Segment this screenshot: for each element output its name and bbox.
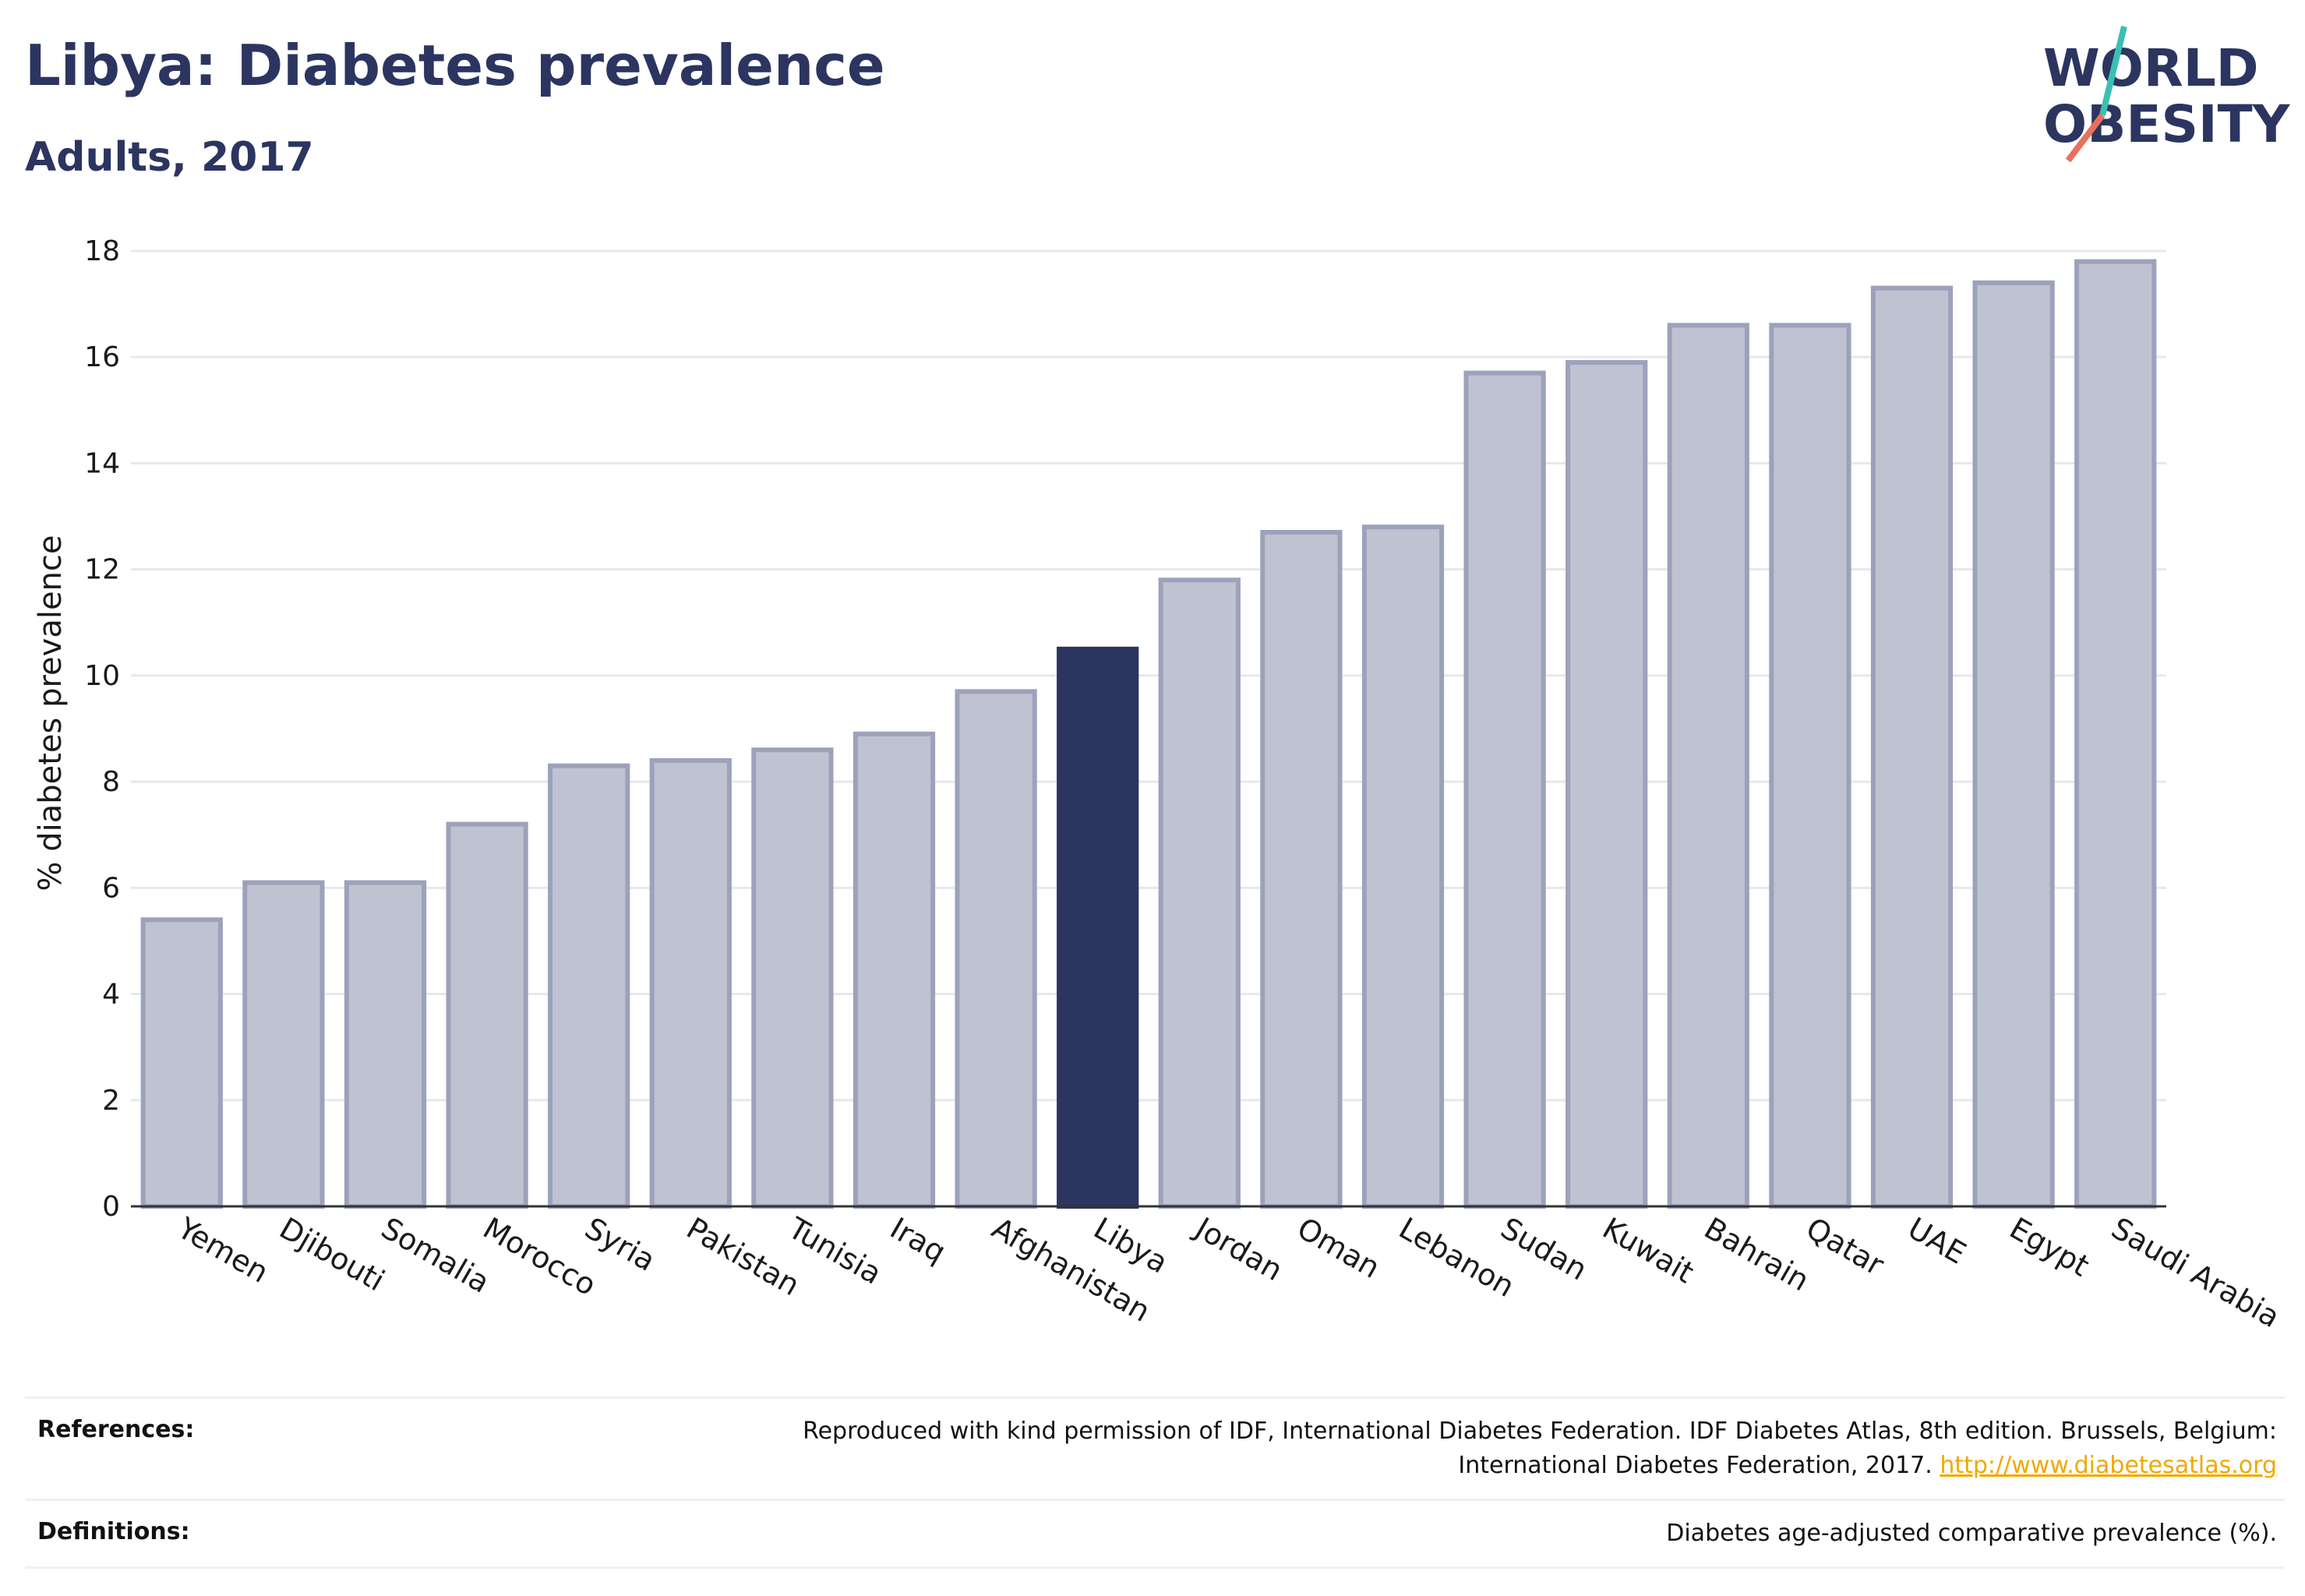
bar-somalia	[344, 880, 427, 1209]
x-tick-label: Saudi Arabia	[2106, 1211, 2286, 1335]
bar-libya	[1057, 646, 1139, 1209]
bar-tunisia	[751, 747, 834, 1209]
definitions-text: Diabetes age-adjusted comparative preval…	[1666, 1520, 2277, 1547]
x-tick-label: Lebanon	[1393, 1211, 1520, 1304]
page-title: Libya: Diabetes prevalence	[25, 33, 885, 98]
x-tick-label: Egypt	[2004, 1211, 2095, 1284]
bar-iraq	[852, 731, 936, 1209]
definitions-row: Definitions: Diabetes age-adjusted compa…	[25, 1499, 2285, 1569]
bar-egypt	[1972, 280, 2055, 1209]
y-tick-label: 18	[84, 235, 120, 267]
bar-pakistan	[649, 757, 732, 1209]
bar-qatar	[1769, 323, 1851, 1209]
bar-oman	[1260, 529, 1343, 1209]
references-row: References: Reproduced with kind permiss…	[25, 1396, 2285, 1499]
references-text-2: International Diabetes Federation, 2017.	[1458, 1452, 1933, 1479]
x-tick-label: Pakistan	[681, 1211, 806, 1303]
bar-lebanon	[1361, 524, 1445, 1209]
x-tick-label: Morocco	[478, 1211, 602, 1303]
gridlines	[131, 249, 2166, 1208]
y-tick-label: 14	[84, 447, 120, 479]
definitions-label: Definitions:	[37, 1518, 190, 1545]
page-subtitle: Adults, 2017	[25, 134, 314, 181]
bar-morocco	[446, 821, 528, 1209]
x-tick-label: Iraq	[884, 1211, 951, 1269]
x-tick-label: Kuwait	[1597, 1211, 1700, 1291]
y-tick-label: 16	[84, 341, 120, 373]
x-tick-label: Yemen	[171, 1210, 274, 1290]
x-tick-label: Qatar	[1800, 1211, 1890, 1283]
bar-yemen	[140, 917, 223, 1209]
bar-saudi-arabia	[2074, 259, 2157, 1209]
x-tick-label: Somalia	[376, 1211, 496, 1300]
y-tick-label: 10	[84, 660, 120, 692]
x-tick-label: Djibouti	[274, 1211, 390, 1298]
logo-line2: OBESITY	[2043, 94, 2291, 154]
bar-djibouti	[242, 880, 325, 1209]
references-link[interactable]: http://www.diabetesatlas.org	[1940, 1452, 2277, 1479]
logo-line1: WORLD	[2043, 38, 2259, 98]
bar-uae	[1870, 285, 1954, 1209]
x-tick-label: UAE	[1902, 1211, 1971, 1271]
bars	[140, 259, 2157, 1209]
y-tick-label: 12	[84, 554, 120, 586]
y-tick-label: 6	[102, 872, 120, 904]
y-tick-label: 2	[102, 1085, 120, 1117]
bar-bahrain	[1667, 323, 1749, 1209]
bar-syria	[548, 763, 630, 1209]
y-axis-title: % diabetes prevalence	[33, 535, 69, 891]
bar-chart: 0 2 4 6 8 10 12 14 16 18 Yemen DjiboutiSomaliaMoro…	[33, 235, 2286, 1335]
bar-jordan	[1158, 577, 1241, 1209]
y-tick-label: 4	[102, 979, 120, 1011]
x-tick-label: Oman	[1291, 1211, 1385, 1285]
references-text: Reproduced with kind permission of IDF, …	[803, 1418, 2277, 1445]
x-tick-label: Jordan	[1188, 1210, 1288, 1288]
bar-sudan	[1463, 370, 1546, 1209]
y-tick-labels: 0 2 4 6 8 10 12 14 16 18	[84, 235, 120, 1223]
y-tick-label: 0	[102, 1191, 120, 1223]
bar-afghanistan	[955, 689, 1037, 1209]
footer: References: Reproduced with kind permiss…	[25, 1396, 2285, 1569]
world-obesity-logo: WORLD OBESITY	[2043, 26, 2291, 163]
logo-coral-stroke	[2065, 113, 2106, 163]
y-tick-label: 8	[102, 766, 120, 798]
x-tick-label: Bahrain	[1699, 1211, 1815, 1298]
logo-teal-stroke	[2099, 26, 2127, 116]
references-label: References:	[37, 1416, 195, 1443]
bar-kuwait	[1565, 360, 1648, 1209]
